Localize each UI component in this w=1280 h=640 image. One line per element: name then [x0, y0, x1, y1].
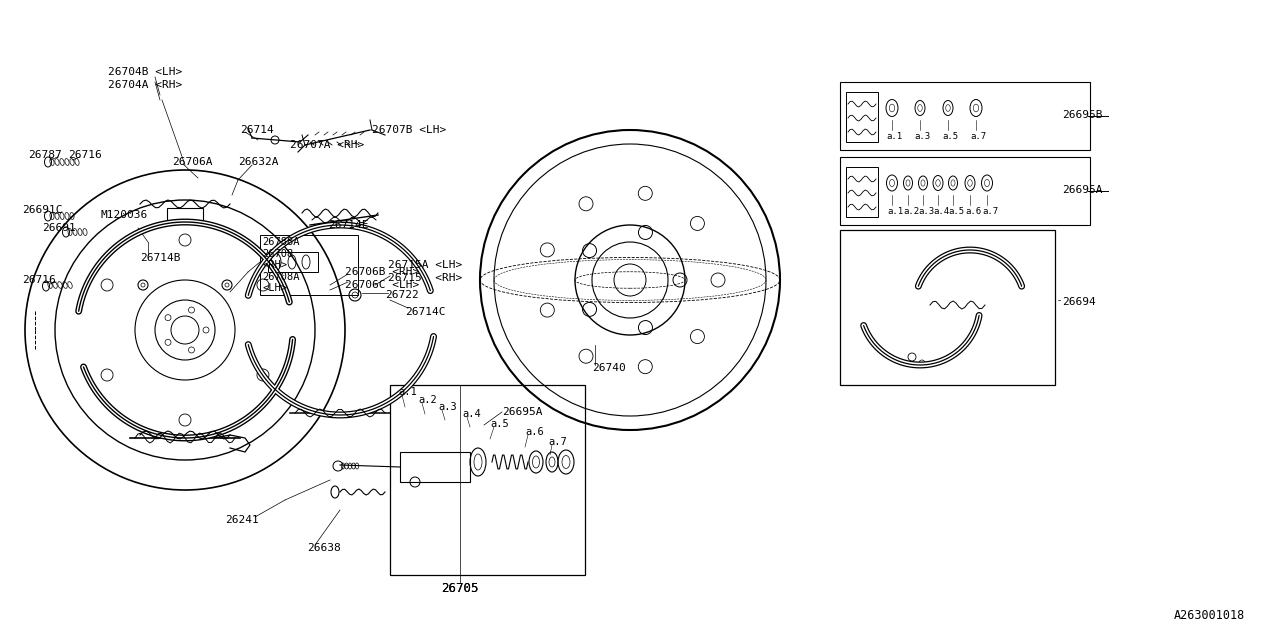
Text: <LH>: <LH>	[262, 283, 287, 293]
Text: a.5: a.5	[942, 131, 959, 141]
Text: <RH>: <RH>	[262, 260, 287, 270]
Text: a.3: a.3	[918, 207, 934, 216]
Text: 26714B: 26714B	[140, 253, 180, 263]
Text: 26694: 26694	[1062, 297, 1096, 307]
Text: 26706A: 26706A	[172, 157, 212, 167]
Bar	[260, 235, 358, 295]
Text: a.5: a.5	[490, 419, 508, 429]
Text: 26715  <RH>: 26715 <RH>	[388, 273, 462, 283]
Text: M120036: M120036	[100, 210, 147, 220]
Bar	[846, 92, 878, 142]
Text: a.5: a.5	[948, 207, 964, 216]
Text: a.1: a.1	[887, 207, 904, 216]
Text: 26695B: 26695B	[1062, 110, 1102, 120]
Text: a.7: a.7	[982, 207, 998, 216]
Text: 26787: 26787	[28, 150, 61, 160]
Text: a.4: a.4	[462, 409, 481, 419]
Text: 26740: 26740	[593, 363, 626, 373]
Text: 26704A <RH>: 26704A <RH>	[108, 80, 182, 90]
Text: 26707B <LH>: 26707B <LH>	[372, 125, 447, 135]
Text: a.6: a.6	[525, 427, 544, 437]
Text: a.1: a.1	[398, 387, 417, 397]
Text: 26706C <LH>: 26706C <LH>	[346, 280, 420, 290]
Text: 26695A: 26695A	[502, 407, 543, 417]
Text: a.3: a.3	[914, 131, 931, 141]
Text: a.7: a.7	[970, 131, 986, 141]
Bar	[166, 208, 204, 222]
Text: 26722: 26722	[385, 290, 419, 300]
Bar	[390, 385, 585, 575]
Text: A263001018: A263001018	[1174, 609, 1245, 622]
Text: 26708A: 26708A	[262, 272, 300, 282]
Text: 26715A <LH>: 26715A <LH>	[388, 260, 462, 270]
Text: a.7: a.7	[548, 437, 567, 447]
Text: 26716: 26716	[68, 150, 101, 160]
Text: a.3: a.3	[438, 402, 457, 412]
Text: 26705: 26705	[442, 582, 479, 595]
Bar	[840, 82, 1091, 150]
Text: 26704B <LH>: 26704B <LH>	[108, 67, 182, 77]
Text: 26714: 26714	[241, 125, 274, 135]
Text: 26691C: 26691C	[22, 205, 63, 215]
Text: a.6: a.6	[965, 207, 982, 216]
Text: 26638: 26638	[307, 543, 340, 553]
Text: 26714E: 26714E	[328, 220, 369, 230]
Text: a.4: a.4	[933, 207, 950, 216]
Text: 26716: 26716	[22, 275, 56, 285]
Bar	[840, 157, 1091, 225]
Text: 26707A <RH>: 26707A <RH>	[291, 140, 365, 150]
Text: 26708: 26708	[262, 249, 293, 259]
Text: 26241: 26241	[225, 515, 259, 525]
Text: a.2: a.2	[902, 207, 919, 216]
Bar	[268, 252, 317, 272]
Text: 26788A: 26788A	[262, 237, 300, 247]
Text: 26705: 26705	[442, 582, 479, 595]
Text: a.1: a.1	[886, 131, 902, 141]
Bar	[846, 167, 878, 217]
Text: a.2: a.2	[419, 395, 436, 405]
Text: 26706B <RH>: 26706B <RH>	[346, 267, 420, 277]
Text: 26714C: 26714C	[404, 307, 445, 317]
Bar	[840, 230, 1055, 385]
Bar	[401, 452, 470, 482]
Text: 26691: 26691	[42, 223, 76, 233]
Text: 26632A: 26632A	[238, 157, 279, 167]
Text: 26695A: 26695A	[1062, 185, 1102, 195]
